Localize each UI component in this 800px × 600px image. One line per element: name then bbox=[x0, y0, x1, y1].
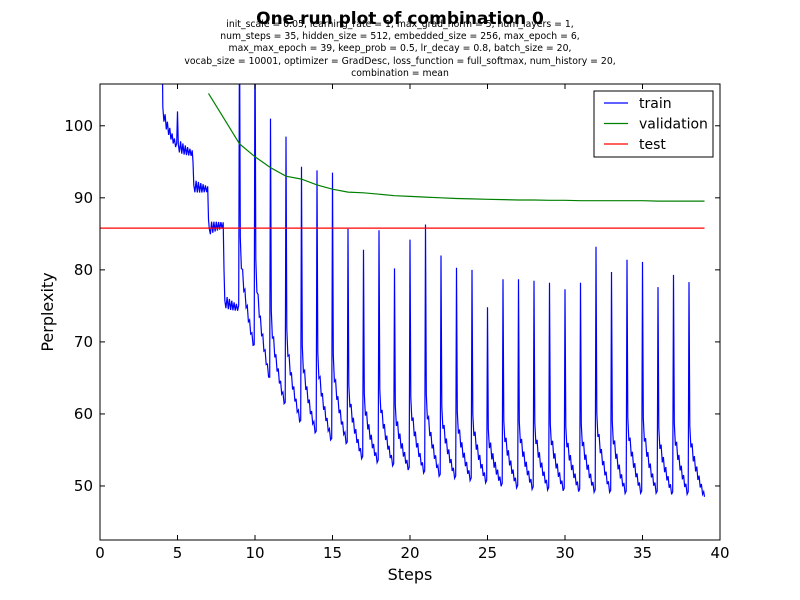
x-tick-label: 25 bbox=[478, 544, 497, 562]
y-axis-label: Perplexity bbox=[38, 272, 57, 351]
series-line-validation bbox=[207, 93, 705, 202]
x-tick-label: 10 bbox=[245, 544, 264, 562]
legend-label-test: test bbox=[639, 137, 666, 153]
subtitle-line: max_max_epoch = 39, keep_prob = 0.5, lr_… bbox=[228, 43, 572, 55]
subtitle-line: vocab_size = 10001, optimizer = GradDesc… bbox=[184, 55, 616, 67]
x-tick-label: 40 bbox=[710, 544, 729, 562]
legend: train validation test bbox=[593, 90, 714, 158]
y-tick-label: 100 bbox=[64, 117, 93, 135]
x-tick-label: 0 bbox=[95, 544, 105, 562]
series-line-train bbox=[161, 84, 706, 497]
legend-label-validation: validation bbox=[639, 117, 708, 133]
subtitle-line: num_steps = 35, hidden_size = 512, embed… bbox=[220, 31, 580, 43]
chart-subtitle: init_scale = 0.05, learning_rate = 1, ma… bbox=[0, 19, 800, 80]
x-tick-label: 30 bbox=[555, 544, 574, 562]
subtitle-line: init_scale = 0.05, learning_rate = 1, ma… bbox=[226, 19, 574, 30]
y-tick-label: 60 bbox=[74, 405, 93, 423]
y-tick-label: 90 bbox=[74, 189, 93, 207]
x-tick-label: 5 bbox=[173, 544, 183, 562]
subtitle-line: combination = mean bbox=[351, 67, 449, 79]
y-tick-label: 70 bbox=[74, 333, 93, 351]
x-tick-label: 35 bbox=[633, 544, 652, 562]
y-tick-label: 80 bbox=[74, 261, 93, 279]
x-tick-label: 20 bbox=[400, 544, 419, 562]
chart-title: One run plot of combination 0 bbox=[256, 9, 544, 29]
x-axis-label: Steps bbox=[388, 565, 433, 584]
y-tick-label: 50 bbox=[74, 477, 93, 495]
x-tick-label: 15 bbox=[323, 544, 342, 562]
legend-label-train: train bbox=[639, 96, 672, 112]
plot-area bbox=[100, 84, 706, 497]
